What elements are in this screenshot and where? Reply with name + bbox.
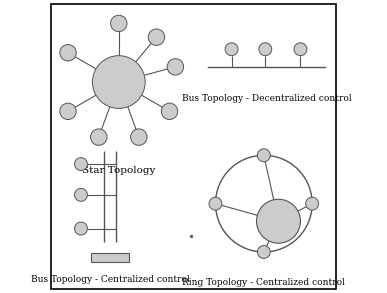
Circle shape	[75, 188, 87, 201]
Circle shape	[75, 222, 87, 235]
FancyBboxPatch shape	[51, 4, 336, 289]
Text: Bus Topology - Decentralized control: Bus Topology - Decentralized control	[182, 94, 351, 103]
Circle shape	[161, 103, 178, 120]
Circle shape	[257, 199, 300, 243]
Circle shape	[257, 246, 270, 258]
Circle shape	[306, 197, 319, 210]
Circle shape	[167, 59, 183, 75]
Circle shape	[92, 56, 145, 108]
Text: Star Topology: Star Topology	[82, 166, 156, 175]
Circle shape	[75, 158, 87, 171]
Circle shape	[91, 129, 107, 145]
Circle shape	[294, 43, 307, 56]
Text: Ring Topology - Centralized control: Ring Topology - Centralized control	[182, 278, 345, 287]
Bar	[91, 253, 129, 262]
Circle shape	[60, 103, 76, 120]
Circle shape	[111, 15, 127, 32]
Circle shape	[257, 149, 270, 162]
Text: Bus Topology - Centralized control: Bus Topology - Centralized control	[31, 275, 189, 285]
Circle shape	[209, 197, 222, 210]
Circle shape	[148, 29, 164, 45]
Circle shape	[259, 43, 272, 56]
Circle shape	[131, 129, 147, 145]
Circle shape	[60, 45, 76, 61]
Circle shape	[225, 43, 238, 56]
